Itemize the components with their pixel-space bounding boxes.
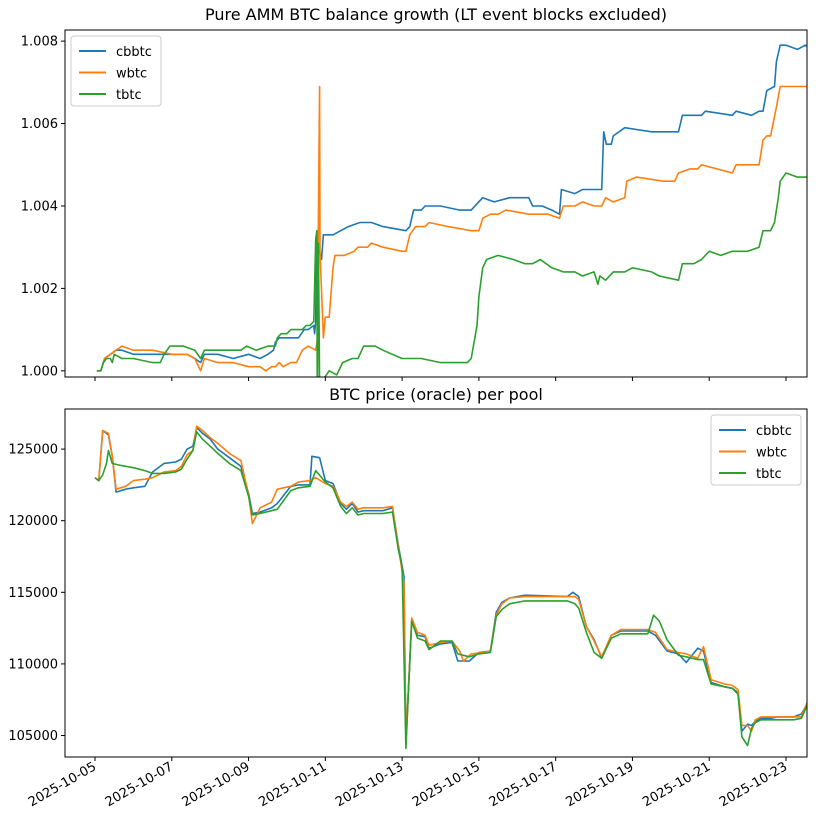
legend-label-wbtc: wbtc (756, 446, 787, 461)
series-line-wbtc (96, 85, 807, 372)
y-tick-label: 115000 (8, 586, 58, 601)
plot-area (96, 44, 807, 377)
y-tick-label: 1.002 (21, 282, 58, 297)
legend: cbbtc wbtc tbtc (70, 35, 162, 107)
y-tick-label: 1.008 (21, 35, 58, 50)
legend-label-wbtc: wbtc (116, 67, 147, 82)
y-tick-label: 125000 (8, 443, 58, 458)
legend-label-cbbtc: cbbtc (116, 45, 152, 60)
legend-label-cbbtc: cbbtc (756, 424, 792, 439)
legend-label-tbtc: tbtc (756, 467, 782, 482)
top-chart-title: Pure AMM BTC balance growth (LT event bl… (205, 5, 667, 24)
y-tick-label: 1.004 (21, 199, 58, 214)
y-tick-label: 1.006 (21, 117, 58, 132)
series-line-tbtc (94, 431, 807, 750)
top-axes-balance-growth: Pure AMM BTC balance growth (LT event bl… (21, 5, 808, 381)
axes-frame (64, 408, 808, 758)
legend-label-tbtc: tbtc (116, 88, 142, 103)
series-line-cbbtc (96, 44, 807, 372)
y-tick-label: 105000 (8, 729, 58, 744)
y-tick-label: 110000 (8, 657, 58, 672)
y-tick-label: 120000 (8, 514, 58, 529)
legend-box (710, 414, 802, 486)
y-tick-label: 1.000 (21, 364, 58, 379)
axes-frame (64, 29, 808, 378)
series-line-tbtc (96, 172, 807, 377)
plot-area (94, 425, 807, 750)
bottom-chart-title: BTC price (oracle) per pool (329, 385, 543, 404)
legend: cbbtc wbtc tbtc (710, 414, 802, 486)
series-line-wbtc (94, 425, 807, 744)
legend-box (70, 35, 162, 107)
